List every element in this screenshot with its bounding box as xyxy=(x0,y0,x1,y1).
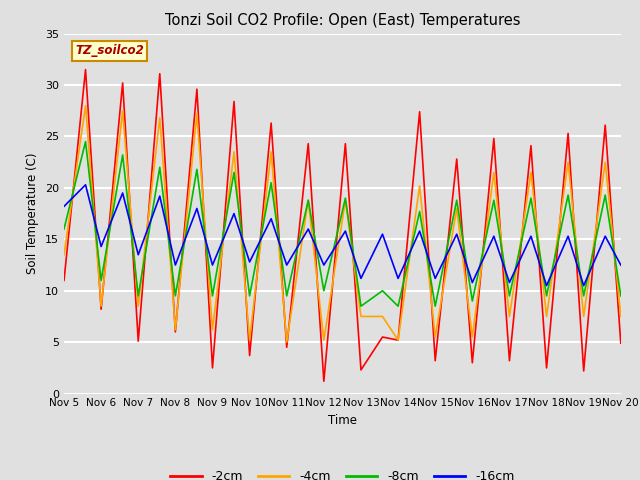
X-axis label: Time: Time xyxy=(328,414,357,427)
Text: TZ_soilco2: TZ_soilco2 xyxy=(75,44,144,58)
Title: Tonzi Soil CO2 Profile: Open (East) Temperatures: Tonzi Soil CO2 Profile: Open (East) Temp… xyxy=(164,13,520,28)
Legend: -2cm, -4cm, -8cm, -16cm: -2cm, -4cm, -8cm, -16cm xyxy=(165,465,520,480)
Y-axis label: Soil Temperature (C): Soil Temperature (C) xyxy=(26,153,40,275)
